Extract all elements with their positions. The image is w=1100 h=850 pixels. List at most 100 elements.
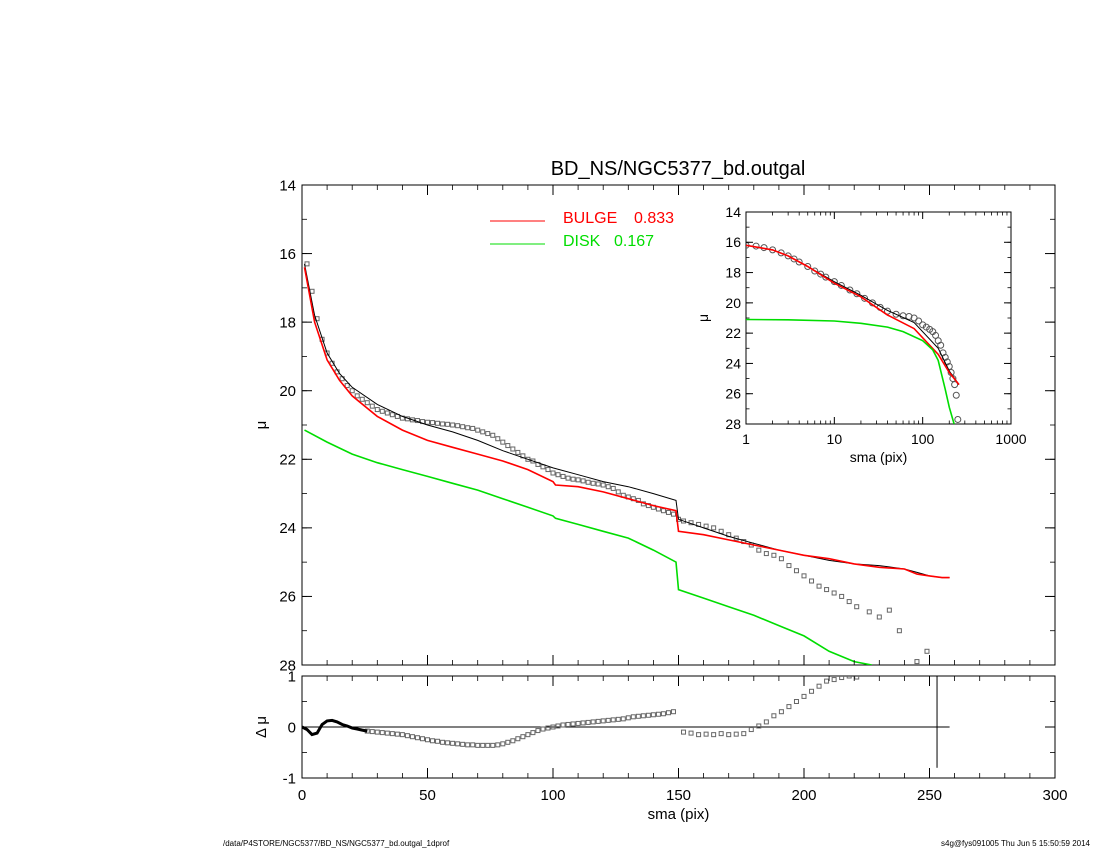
residual-residual-point [399, 732, 405, 738]
main-observed-point [510, 446, 516, 452]
inset-frame [745, 211, 1012, 425]
main-observed-point [575, 477, 581, 483]
inset-observed-point [919, 321, 927, 329]
main-observed-point [550, 470, 556, 476]
residual-ytick-label: 0 [288, 719, 296, 736]
main-observed-point [595, 481, 601, 487]
residual-residual-point [540, 726, 546, 732]
main-observed-point [384, 410, 390, 416]
main-observed-point [711, 525, 717, 531]
residual-residual-point [425, 737, 430, 743]
residual-residual-point [409, 734, 415, 740]
residual-residual-point [771, 713, 777, 719]
main-observed-point [809, 578, 815, 584]
main-ytick-label: 14 [279, 177, 296, 194]
main-observed-point [409, 417, 415, 423]
main-observed-point [703, 523, 709, 529]
main-observed-point [374, 407, 380, 413]
main-observed-point [660, 508, 666, 514]
residual-residual-point [505, 739, 511, 745]
inset-observed-point [817, 270, 825, 278]
main-observed-point [430, 420, 436, 426]
residual-xtick-label: 200 [791, 787, 816, 804]
residual-residual-point [756, 723, 762, 729]
main-observed-point [389, 412, 395, 418]
inset-plot-area [746, 241, 962, 424]
main-observed-point [379, 408, 385, 414]
main-observed-point [450, 422, 456, 428]
residual-residual-point [369, 729, 375, 735]
residual-residual-point [585, 719, 591, 725]
residual-residual-point [555, 723, 561, 729]
inset-observed-point [811, 267, 819, 275]
residual-residual-point [485, 742, 491, 748]
main-observed-point [824, 587, 830, 593]
residual-residual-point [570, 721, 576, 727]
main-total-model-line [304, 263, 950, 579]
main-observed-point [839, 593, 845, 599]
main-ytick-label: 18 [279, 314, 296, 331]
residual-residual-point [530, 730, 536, 736]
main-observed-point [359, 396, 365, 402]
main-observed-point [793, 568, 799, 574]
main-observed-point [480, 429, 486, 435]
residual-residual-point [374, 729, 380, 735]
main-observed-point [886, 607, 892, 613]
inset-ytick-label: 20 [725, 295, 741, 311]
residual-ytick-label: 1 [288, 668, 296, 685]
residual-residual-point [419, 736, 425, 742]
main-observed-point [786, 563, 792, 569]
residual-residual-point [625, 715, 631, 721]
residual-residual-point [450, 740, 456, 746]
residual-residual-point [854, 676, 860, 680]
main-observed-point [354, 393, 360, 399]
residual-xtick-label: 150 [666, 787, 691, 804]
inset-observed-point [790, 255, 798, 263]
inset-disk-line [746, 318, 955, 424]
main-observed-point [580, 478, 586, 484]
inset-observed-point [952, 391, 960, 399]
main-observed-point [495, 436, 501, 442]
main-ytick-label: 22 [279, 452, 296, 469]
residual-residual-point [535, 728, 541, 734]
inset-panel: 1 10 100 1000 14 16 18 20 22 24 26 28 μ sma (pix) [695, 204, 1027, 465]
main-observed-point [914, 659, 920, 665]
residual-residual-point [480, 742, 486, 748]
legend: BULGE 0.833 DISK 0.167 [490, 210, 674, 250]
residual-residual-point [590, 719, 596, 725]
residual-residual-point [763, 719, 769, 725]
main-observed-point [718, 528, 724, 534]
main-observed-point [349, 388, 355, 394]
inset-bulge-line [746, 244, 960, 386]
main-observed-point [771, 552, 777, 558]
main-observed-point [515, 449, 521, 455]
inset-ytick-label: 24 [725, 355, 741, 371]
inset-xtick-label: 1000 [995, 431, 1026, 447]
inset-observed-point [954, 415, 962, 423]
main-observed-point [475, 427, 481, 433]
inset-observed-point [932, 331, 940, 339]
residual-residual-point [520, 734, 526, 740]
residual-residual-point [470, 742, 476, 748]
inset-ytick-label: 22 [725, 325, 741, 341]
main-observed-point [440, 421, 446, 427]
residual-residual-point [610, 717, 616, 723]
residual-residual-point [688, 730, 694, 736]
main-observed-point [344, 383, 350, 389]
residual-residual-point [696, 732, 702, 738]
residual-residual-point [495, 742, 501, 748]
main-observed-point [545, 467, 551, 473]
residual-residual-point [615, 716, 621, 722]
residual-residual-point [560, 722, 566, 728]
residual-residual-point [809, 688, 815, 694]
main-observed-point [485, 431, 491, 437]
residual-residual-point [404, 733, 410, 739]
inset-observed-point [905, 312, 913, 320]
inset-xtick-label: 10 [827, 431, 843, 447]
inset-observed-point [784, 252, 792, 260]
main-observed-point [470, 425, 476, 431]
main-observed-point [778, 556, 784, 562]
residual-residual-point [778, 709, 784, 715]
